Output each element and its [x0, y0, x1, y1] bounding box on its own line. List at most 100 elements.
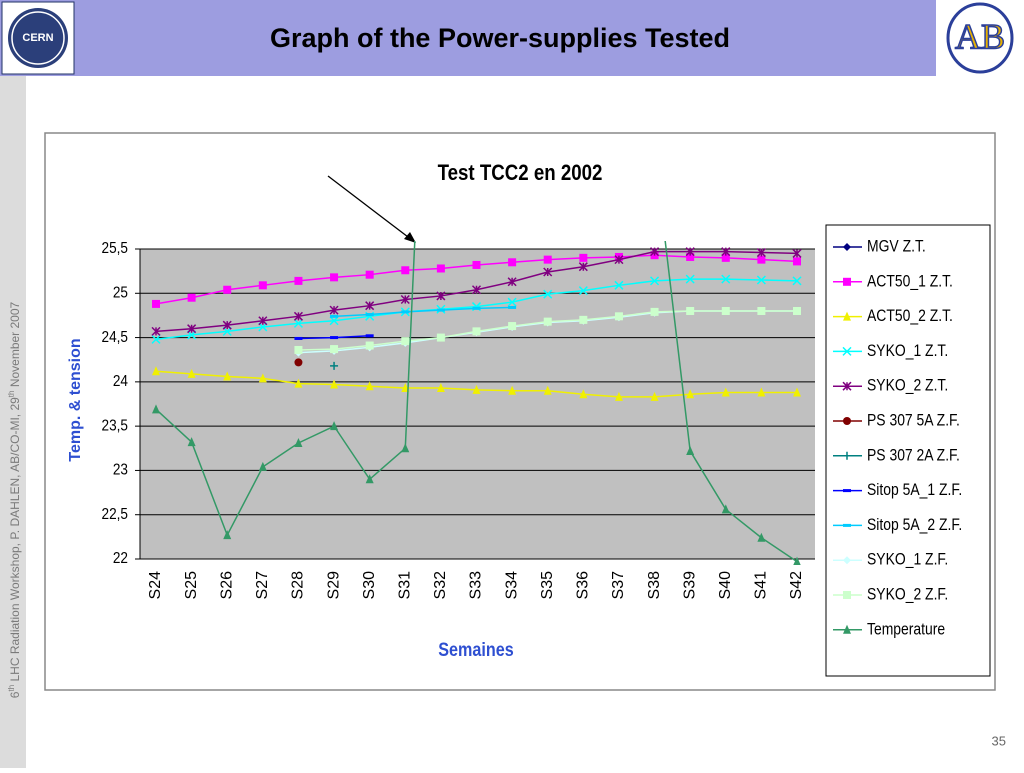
marker — [543, 385, 552, 395]
marker — [330, 314, 339, 318]
marker — [843, 624, 851, 634]
marker — [471, 285, 482, 295]
series — [152, 366, 801, 401]
y-tick-label: 24,5 — [102, 329, 128, 346]
y-tick-label: 23,5 — [102, 417, 128, 434]
marker — [614, 312, 623, 321]
marker — [508, 305, 517, 309]
marker — [436, 291, 446, 301]
legend-label: Temperature — [867, 620, 945, 639]
marker — [293, 318, 303, 328]
marker — [401, 337, 410, 346]
marker — [650, 247, 660, 257]
y-axis-title: Temp. & tension — [67, 338, 84, 461]
legend-label: SYKO_1 Z.T. — [867, 342, 948, 361]
marker — [843, 243, 851, 251]
marker — [329, 305, 339, 315]
y-tick-label: 22,5 — [102, 506, 128, 523]
marker — [578, 286, 588, 296]
legend-label: ACT50_1 Z.T. — [867, 272, 953, 291]
y-tick-label: 22 — [113, 550, 128, 567]
marker — [365, 341, 374, 350]
series — [294, 307, 801, 354]
marker — [792, 248, 802, 258]
marker — [330, 421, 339, 431]
footer-sup: th — [7, 391, 16, 398]
marker — [187, 324, 197, 334]
footer-part: 6 — [8, 691, 22, 698]
marker — [843, 451, 851, 460]
marker — [187, 368, 196, 378]
marker — [436, 308, 445, 312]
legend-label: PS 307 5A Z.F. — [867, 411, 960, 430]
annotation-arrow — [327, 175, 413, 241]
x-tick-label: S28 — [290, 571, 307, 600]
marker — [721, 247, 731, 257]
series — [330, 305, 517, 318]
marker — [842, 381, 852, 391]
marker — [330, 345, 339, 354]
marker — [793, 307, 801, 315]
x-tick-label: S37 — [610, 571, 627, 600]
marker — [507, 297, 517, 307]
marker — [294, 358, 303, 367]
marker — [472, 306, 481, 310]
marker — [579, 253, 588, 262]
marker — [614, 255, 624, 265]
marker — [650, 307, 659, 316]
y-tick-label: 23 — [113, 462, 128, 479]
marker — [757, 532, 766, 542]
footer-part: November 2007 — [8, 301, 22, 390]
marker — [756, 275, 766, 285]
series — [294, 334, 374, 340]
marker — [151, 326, 161, 336]
marker — [685, 274, 695, 284]
x-tick-label: S25 — [183, 571, 200, 600]
marker — [721, 387, 730, 397]
marker — [365, 334, 374, 338]
legend-label: ACT50_2 Z.T. — [867, 307, 953, 326]
footer-text: 6th LHC Radiation Workshop, P. DAHLEN, A… — [7, 301, 23, 698]
slide-title: Graph of the Power-supplies Tested — [270, 23, 730, 53]
x-tick-label: S40 — [717, 571, 734, 600]
marker — [843, 489, 851, 493]
marker — [187, 293, 196, 302]
marker — [756, 248, 766, 258]
marker — [436, 264, 445, 273]
legend-label: PS 307 2A Z.F. — [867, 446, 960, 465]
marker — [472, 260, 481, 269]
marker — [843, 417, 851, 425]
marker — [843, 556, 851, 565]
legend-label: Sitop 5A_1 Z.F. — [867, 481, 962, 500]
series — [294, 358, 303, 367]
marker — [578, 262, 588, 272]
marker — [721, 504, 730, 514]
marker — [152, 366, 160, 376]
footer-sup: th — [7, 685, 16, 692]
cern-logo-circle — [8, 8, 68, 68]
marker — [543, 317, 552, 326]
marker — [258, 461, 267, 471]
marker — [792, 276, 802, 286]
header-bar — [0, 0, 1024, 76]
marker — [187, 437, 196, 447]
marker — [842, 346, 852, 356]
marker — [614, 280, 624, 290]
marker — [721, 253, 730, 262]
marker — [258, 281, 267, 290]
marker — [365, 270, 374, 279]
legend-label: SYKO_2 Z.T. — [867, 376, 948, 395]
x-tick-label: S26 — [218, 571, 235, 600]
x-tick-label: S36 — [575, 571, 592, 600]
marker — [365, 381, 374, 391]
marker — [579, 389, 588, 399]
marker — [436, 333, 445, 342]
marker — [294, 437, 303, 447]
legend-label: Sitop 5A_2 Z.F. — [867, 516, 962, 535]
marker — [757, 387, 766, 397]
marker — [401, 443, 410, 453]
marker — [294, 345, 303, 354]
y-tick-label: 25,5 — [102, 240, 128, 257]
marker — [222, 320, 232, 330]
